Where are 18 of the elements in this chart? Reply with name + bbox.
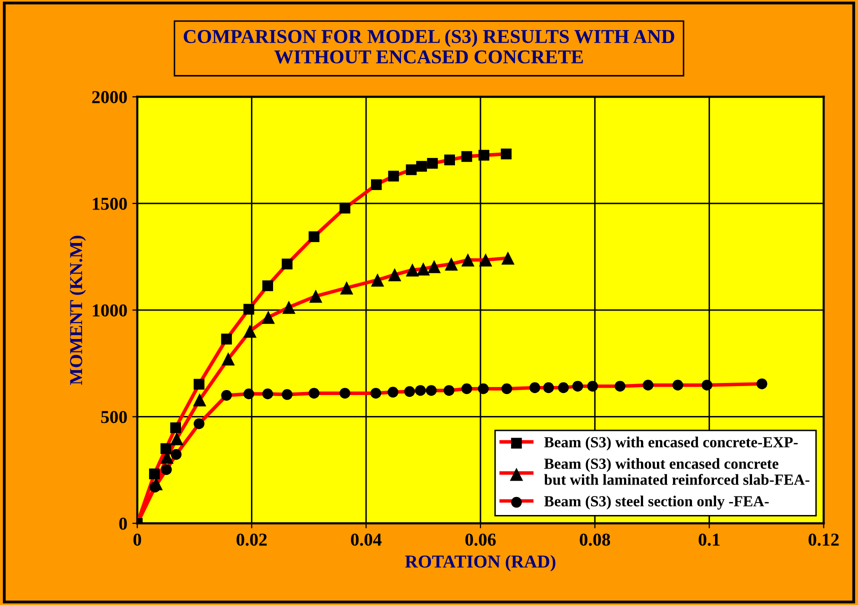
y-tick-label: 500 (101, 410, 127, 424)
y-tick-label: 1000 (92, 304, 127, 317)
legend-label: Beam (S3) with encased concrete-EXP- (544, 436, 798, 450)
x-tick-label: 0.04 (350, 534, 382, 546)
y-axis-title: MOMENT (KN.M) (70, 236, 86, 385)
legend-label: Beam (S3) without encased concrete but with laminated reinforced slab-FEA- (544, 458, 810, 485)
y-tick-label: 0 (119, 518, 127, 530)
chart-title: COMPARISON FOR MODEL (S3) RESULTS WITH AND WITHOUT ENCASED CONCRETE (184, 29, 674, 64)
x-tick-label: 0.02 (236, 534, 267, 546)
x-tick-label: 0 (133, 534, 142, 546)
x-axis-title: ROTATION (RAD) (405, 554, 556, 572)
y-tick-label: 1500 (92, 198, 127, 210)
x-tick-label: 0.12 (808, 534, 839, 546)
x-tick-label: 0.08 (580, 534, 610, 546)
legend-label: Beam (S3) steel section only -FEA- (544, 496, 769, 510)
y-tick-label: 2000 (92, 91, 127, 104)
x-tick-label: 0.1 (698, 534, 720, 546)
x-tick-label: 0.06 (465, 534, 496, 546)
